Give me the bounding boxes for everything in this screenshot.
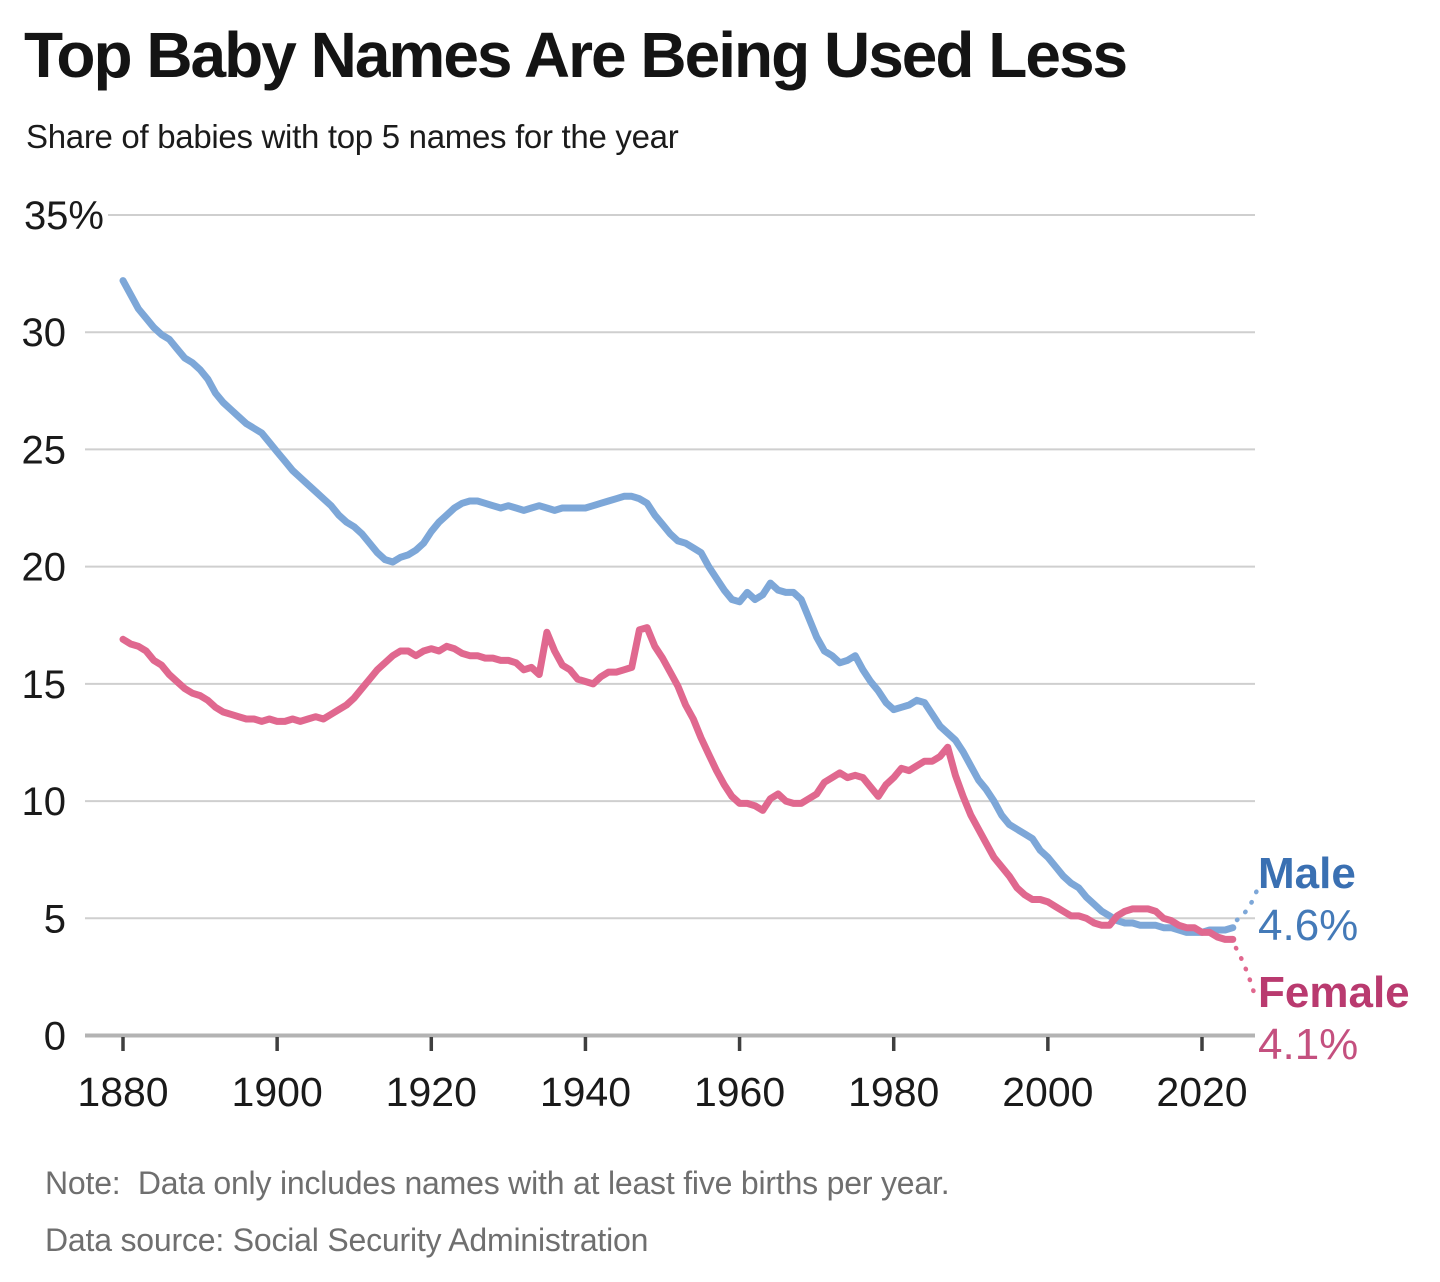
y-axis-label: 5: [44, 897, 66, 941]
series-label-female: Female: [1258, 968, 1410, 1017]
y-axis-label: 20: [22, 546, 67, 590]
y-axis-label: 25: [22, 428, 67, 472]
female-leader-line: [1233, 945, 1259, 1003]
y-axis-label: 0: [44, 1015, 66, 1059]
series-label-male: Male: [1258, 849, 1356, 898]
series-end-value-male: 4.6%: [1258, 901, 1359, 950]
page-title: Top Baby Names Are Being Used Less: [24, 19, 1128, 91]
x-axis-label: 1880: [77, 1069, 168, 1115]
y-axis-label: 30: [22, 311, 67, 355]
female-series-line: [119, 624, 1237, 943]
male-series-line: [119, 277, 1237, 936]
note-text: Note: Data only includes names with at l…: [45, 1165, 950, 1201]
x-axis-label: 1900: [232, 1069, 323, 1115]
x-axis-label: 1960: [694, 1069, 785, 1115]
x-axis-label: 2000: [1002, 1069, 1093, 1115]
x-axis-label: 1940: [540, 1069, 631, 1115]
male-leader-line: [1234, 881, 1262, 923]
y-axis-label: 35%: [24, 194, 104, 238]
x-axis-label: 1980: [848, 1069, 939, 1115]
page-subtitle: Share of babies with top 5 names for the…: [26, 118, 679, 155]
x-axis-label: 1920: [386, 1069, 477, 1115]
y-axis-label: 10: [22, 780, 67, 824]
source-text: Data source: Social Security Administrat…: [45, 1222, 649, 1258]
series-end-value-female: 4.1%: [1258, 1020, 1359, 1069]
y-axis-label: 15: [22, 663, 67, 707]
x-axis-label: 2020: [1156, 1069, 1247, 1115]
